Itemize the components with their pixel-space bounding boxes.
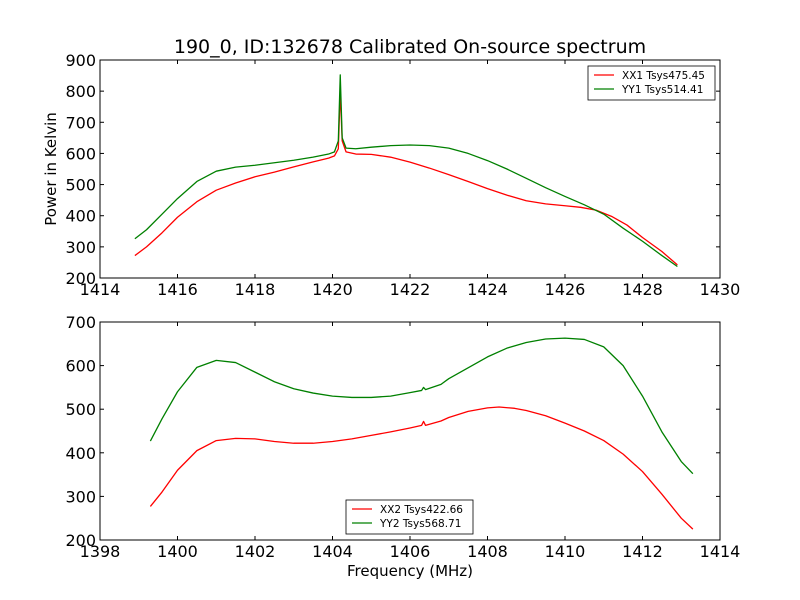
legend-entry: YY1 Tsys514.41 xyxy=(621,84,703,96)
x-tick-label: 1426 xyxy=(545,280,586,299)
y-tick-label: 600 xyxy=(65,357,96,376)
legend: XX2 Tsys422.66 YY2 Tsys568.71 xyxy=(345,499,474,535)
series-line-1-2 xyxy=(134,74,678,268)
legend-entry: XX1 Tsys475.45 xyxy=(622,70,705,82)
x-tick-label: 1414 xyxy=(700,542,741,561)
y-tick-label: 400 xyxy=(65,444,96,463)
x-tick-label: 1430 xyxy=(700,280,741,299)
legend: XX1 Tsys475.45 YY1 Tsys514.41 xyxy=(587,65,716,101)
y-tick-label: 900 xyxy=(65,51,96,70)
legend-entry: XX2 Tsys422.66 xyxy=(380,504,463,516)
x-tick-label: 1408 xyxy=(467,542,508,561)
y-tick-label: 500 xyxy=(65,400,96,419)
y-tick-label: 300 xyxy=(65,487,96,506)
x-tick-label: 1414 xyxy=(80,280,121,299)
x-tick-label: 1420 xyxy=(312,280,353,299)
legend-box xyxy=(345,499,474,535)
chart-title: 190_0, ID:132678 Calibrated On-source sp… xyxy=(174,36,646,58)
y-axis-label: Power in Kelvin xyxy=(42,112,60,226)
x-tick-label: 1410 xyxy=(545,542,586,561)
x-tick-label: 1424 xyxy=(467,280,508,299)
y-tick-label: 300 xyxy=(65,238,96,257)
bottom-spectrum-panel: 1398 1400 1402 1404 1406 1408 1410 1412 1414 200 3… xyxy=(65,313,740,561)
y-tick-label: 400 xyxy=(65,207,96,226)
y-tick-label: 500 xyxy=(65,176,96,195)
series-line-1-1 xyxy=(134,90,678,266)
legend-box xyxy=(587,65,716,101)
x-tick-label: 1406 xyxy=(390,542,431,561)
y-tick-label: 700 xyxy=(65,113,96,132)
y-tick-label: 700 xyxy=(65,313,96,332)
y-tick-label: 200 xyxy=(65,269,96,288)
x-tick-label: 1422 xyxy=(390,280,431,299)
series-line-2-1 xyxy=(149,406,694,530)
x-tick-label: 1398 xyxy=(80,542,121,561)
y-tick-label: 200 xyxy=(65,531,96,550)
x-tick-label: 1400 xyxy=(157,542,198,561)
x-axis-label: Frequency (MHz) xyxy=(347,562,473,580)
top-spectrum-panel: 1414 1416 1418 1420 1422 1424 1426 1428 1430 200 3… xyxy=(65,51,740,299)
x-tick-label: 1412 xyxy=(622,542,663,561)
x-tick-label: 1416 xyxy=(157,280,198,299)
y-tick-label: 800 xyxy=(65,82,96,101)
series-line-2-2 xyxy=(149,337,694,475)
legend-entry: YY2 Tsys568.71 xyxy=(379,518,461,530)
x-tick-label: 1404 xyxy=(312,542,353,561)
x-tick-label: 1402 xyxy=(235,542,276,561)
x-tick-label: 1428 xyxy=(622,280,663,299)
y-tick-label: 600 xyxy=(65,144,96,163)
x-tick-label: 1418 xyxy=(235,280,276,299)
